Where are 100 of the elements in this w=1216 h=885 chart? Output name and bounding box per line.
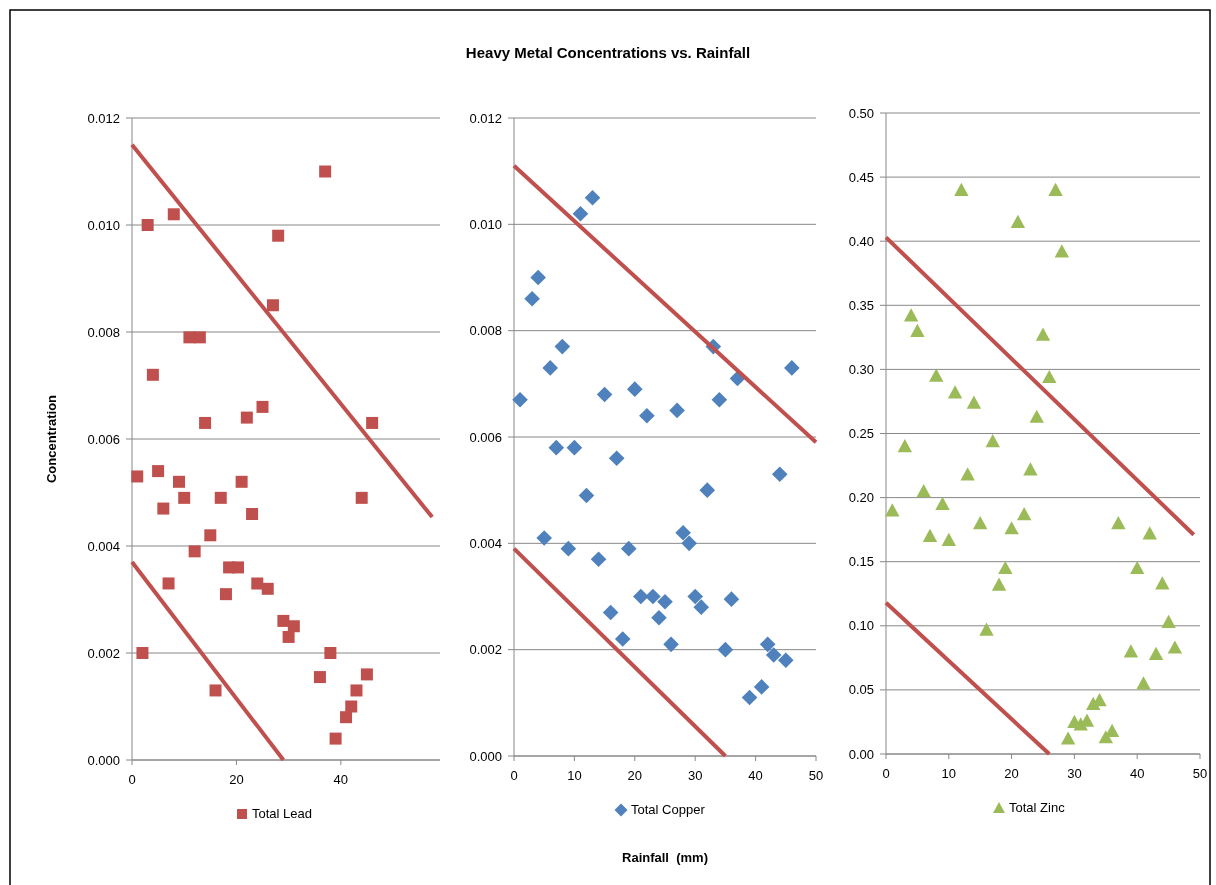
point — [1155, 576, 1170, 590]
point — [627, 381, 643, 397]
point — [209, 684, 222, 697]
y-tick-label: 0.004 — [87, 538, 120, 554]
y-tick-label: 0.00 — [848, 746, 874, 762]
y-tick-label: 0.05 — [848, 682, 874, 698]
point — [329, 732, 342, 745]
point — [1054, 244, 1070, 258]
y-tick-label: 0.006 — [87, 431, 120, 447]
point — [1130, 560, 1145, 575]
point — [146, 368, 159, 381]
point — [219, 588, 232, 601]
point — [204, 529, 217, 542]
point — [681, 535, 697, 552]
point — [633, 588, 649, 605]
point — [741, 689, 758, 706]
point — [1136, 676, 1151, 690]
point — [1148, 646, 1164, 660]
y-tick-label: 0.35 — [848, 297, 874, 313]
point — [903, 308, 919, 322]
x-axis-title: Rainfall (mm) — [622, 850, 708, 865]
point — [991, 577, 1007, 591]
point — [1029, 409, 1044, 423]
point — [178, 491, 191, 504]
y-tick-label: 0.008 — [469, 323, 502, 339]
point — [1023, 462, 1038, 476]
point — [193, 331, 206, 344]
point — [345, 700, 358, 713]
point — [256, 400, 269, 413]
y-axis-title: Concentration — [44, 394, 59, 484]
point — [584, 189, 601, 206]
point — [922, 528, 938, 543]
point — [266, 299, 279, 312]
point — [645, 588, 661, 605]
point — [620, 540, 637, 557]
point — [141, 219, 154, 231]
point — [572, 205, 589, 222]
point — [360, 668, 373, 681]
point — [916, 483, 931, 498]
point — [1111, 516, 1126, 530]
point — [929, 368, 944, 382]
point — [251, 577, 264, 590]
point — [778, 652, 794, 669]
y-tick-label: 0.30 — [848, 361, 874, 377]
y-tick-label: 0.002 — [469, 642, 502, 658]
point — [1048, 182, 1063, 196]
point — [651, 609, 667, 626]
point — [272, 229, 285, 242]
point — [717, 641, 734, 658]
point — [675, 524, 691, 541]
point — [1016, 507, 1032, 521]
x-tick-label: 0 — [882, 766, 890, 781]
point — [188, 545, 201, 558]
point — [885, 503, 900, 517]
point — [1142, 526, 1157, 540]
point — [602, 604, 619, 621]
point — [1035, 327, 1051, 341]
point — [669, 402, 685, 419]
point — [1010, 214, 1026, 228]
point — [246, 507, 259, 520]
point — [554, 338, 571, 355]
point — [657, 594, 673, 610]
y-tick-label: 0.006 — [469, 429, 502, 445]
x-tick-label: 30 — [687, 768, 703, 783]
point — [687, 588, 703, 605]
point — [614, 631, 631, 647]
point — [536, 530, 552, 546]
y-tick-label: 0.000 — [87, 752, 120, 768]
point — [261, 582, 274, 595]
point — [1123, 644, 1139, 658]
point — [941, 532, 956, 546]
chart-title: Heavy Metal Concentrations vs. Rainfall — [465, 44, 751, 61]
point — [235, 475, 248, 488]
x-tick-label: 30 — [1067, 766, 1082, 781]
point — [608, 450, 625, 467]
point — [172, 475, 185, 488]
point — [985, 433, 1000, 448]
point — [1167, 640, 1183, 654]
y-tick-label: 0.012 — [469, 110, 502, 126]
point — [162, 577, 175, 590]
point — [167, 208, 180, 221]
point — [214, 491, 227, 504]
point — [947, 385, 963, 399]
point — [910, 323, 925, 337]
point — [183, 331, 196, 344]
point — [966, 395, 982, 409]
point — [699, 482, 716, 498]
point — [663, 636, 679, 653]
y-tick-label: 0.002 — [87, 645, 120, 661]
legend-label: Total Copper — [631, 802, 706, 817]
point — [136, 647, 149, 659]
point — [350, 684, 363, 697]
point — [784, 360, 800, 376]
x-tick-label: 20 — [229, 772, 244, 787]
point — [590, 551, 607, 568]
x-tick-label: 20 — [1004, 766, 1019, 781]
point — [512, 391, 528, 408]
point — [1161, 614, 1176, 628]
point — [711, 391, 728, 408]
point — [282, 630, 295, 643]
